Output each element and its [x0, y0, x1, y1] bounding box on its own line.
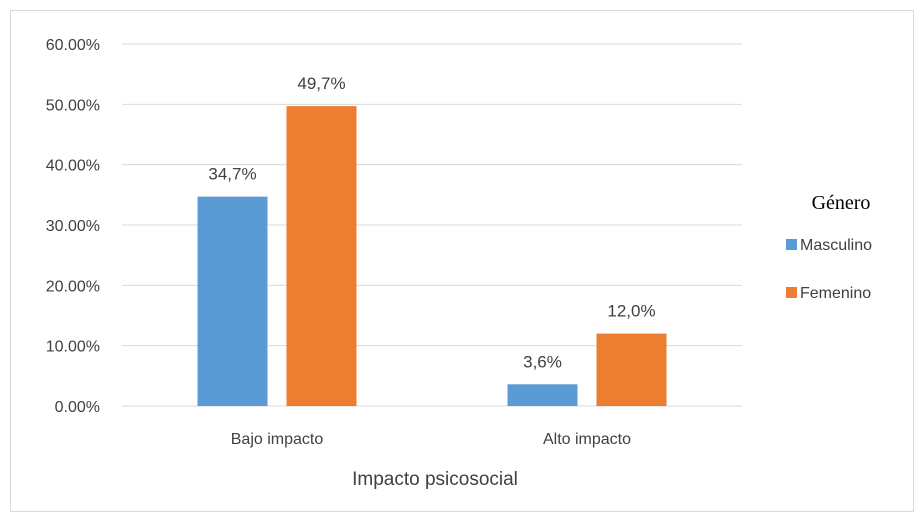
- legend-items: Masculino Femenino: [786, 237, 872, 302]
- y-tick-label: 40.00%: [46, 158, 100, 175]
- legend-label: Femenino: [800, 285, 871, 302]
- data-label: 34,7%: [208, 165, 256, 184]
- legend-label: Masculino: [800, 237, 872, 254]
- y-tick-label: 10.00%: [46, 339, 100, 356]
- legend-swatch: [786, 287, 797, 298]
- chart-frame: [10, 10, 914, 512]
- bar-masculino: [507, 384, 578, 406]
- x-axis-title: Impacto psicosocial: [352, 469, 518, 490]
- bar-masculino: [197, 196, 268, 406]
- data-labels: 34,7% 49,7% 3,6% 12,0%: [208, 74, 655, 371]
- y-axis-ticks: 0.00% 10.00% 20.00% 30.00% 40.00% 50.00% 60.00…: [46, 37, 100, 416]
- bar-femenino: [596, 333, 667, 406]
- data-label: 12,0%: [607, 302, 655, 321]
- y-tick-label: 50.00%: [46, 97, 100, 114]
- y-tick-label: 60.00%: [46, 37, 100, 54]
- data-label: 3,6%: [523, 352, 562, 371]
- x-tick-label: Alto impacto: [543, 431, 631, 448]
- x-axis-ticks: Bajo impacto Alto impacto: [231, 431, 631, 448]
- y-tick-label: 20.00%: [46, 278, 100, 295]
- bar-femenino: [286, 106, 357, 406]
- bars: [197, 106, 667, 406]
- data-label: 49,7%: [297, 74, 345, 93]
- y-tick-label: 0.00%: [55, 399, 100, 416]
- legend: Género Masculino Femenino: [786, 192, 872, 302]
- legend-title: Género: [812, 192, 871, 214]
- y-tick-label: 30.00%: [46, 218, 100, 235]
- legend-swatch: [786, 239, 797, 250]
- x-tick-label: Bajo impacto: [231, 431, 324, 448]
